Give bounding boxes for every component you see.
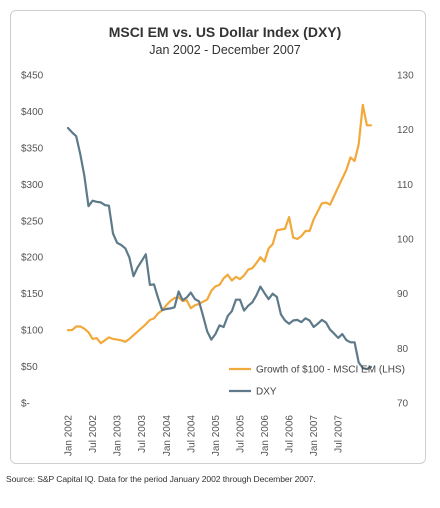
left-axis: $- $50 $100 $150 $200 $250 $300 $350 $400 $450 [21, 71, 44, 410]
x-axis-tick-label: Jul 2005 [235, 415, 246, 453]
chart-figure: MSCI EM vs. US Dollar Index (DXY) Jan 20… [10, 10, 426, 464]
left-axis-tick-label: $150 [21, 289, 44, 300]
right-axis: 70 80 90 100 110 120 130 [397, 71, 414, 410]
right-axis-tick-label: 120 [397, 125, 414, 136]
left-axis-tick-label: $350 [21, 143, 44, 154]
x-axis-tick-label: Jan 2002 [64, 415, 75, 457]
x-axis: Jan 2002 Jul 2002 Jan 2003 Jul 2003 Jan 2004… [64, 415, 345, 457]
right-axis-tick-label: 130 [397, 71, 414, 82]
legend-label-msci-em: Growth of $100 - MSCI EM (LHS) [256, 365, 405, 376]
x-axis-tick-label: Jul 2003 [137, 415, 148, 453]
left-axis-tick-label: $50 [21, 362, 38, 373]
left-axis-tick-label: $- [21, 399, 30, 410]
chart-svg: MSCI EM vs. US Dollar Index (DXY) Jan 20… [21, 24, 414, 457]
right-axis-tick-label: 80 [397, 344, 409, 355]
right-axis-tick-label: 110 [397, 180, 413, 191]
x-axis-tick-label: Jan 2005 [211, 415, 222, 457]
plot-area [66, 103, 373, 371]
x-axis-tick-label: Jan 2004 [162, 415, 173, 457]
left-axis-tick-label: $100 [21, 326, 44, 337]
left-axis-tick-label: $450 [21, 71, 44, 82]
chart-legend: Growth of $100 - MSCI EM (LHS) DXY [229, 365, 405, 398]
series-line-msci-em [66, 103, 373, 345]
right-axis-tick-label: 70 [397, 399, 409, 410]
series-line-dxy [66, 126, 373, 371]
left-axis-tick-label: $250 [21, 216, 44, 227]
x-axis-tick-label: Jul 2007 [334, 415, 345, 453]
chart-subtitle: Jan 2002 - December 2007 [149, 43, 301, 57]
source-note: Source: S&P Capital IQ. Data for the per… [6, 474, 316, 484]
left-axis-tick-label: $200 [21, 253, 44, 264]
left-axis-tick-label: $400 [21, 107, 44, 118]
legend-label-dxy: DXY [256, 387, 277, 398]
x-axis-tick-label: Jan 2006 [260, 415, 271, 457]
x-axis-tick-label: Jul 2006 [285, 415, 296, 453]
x-axis-tick-label: Jan 2003 [113, 415, 124, 457]
x-axis-tick-label: Jan 2007 [309, 415, 320, 457]
x-axis-tick-label: Jul 2002 [88, 415, 99, 453]
left-axis-tick-label: $300 [21, 180, 44, 191]
right-axis-tick-label: 100 [397, 235, 414, 246]
x-axis-tick-label: Jul 2004 [186, 415, 197, 453]
chart-title: MSCI EM vs. US Dollar Index (DXY) [109, 24, 342, 40]
right-axis-tick-label: 90 [397, 289, 409, 300]
